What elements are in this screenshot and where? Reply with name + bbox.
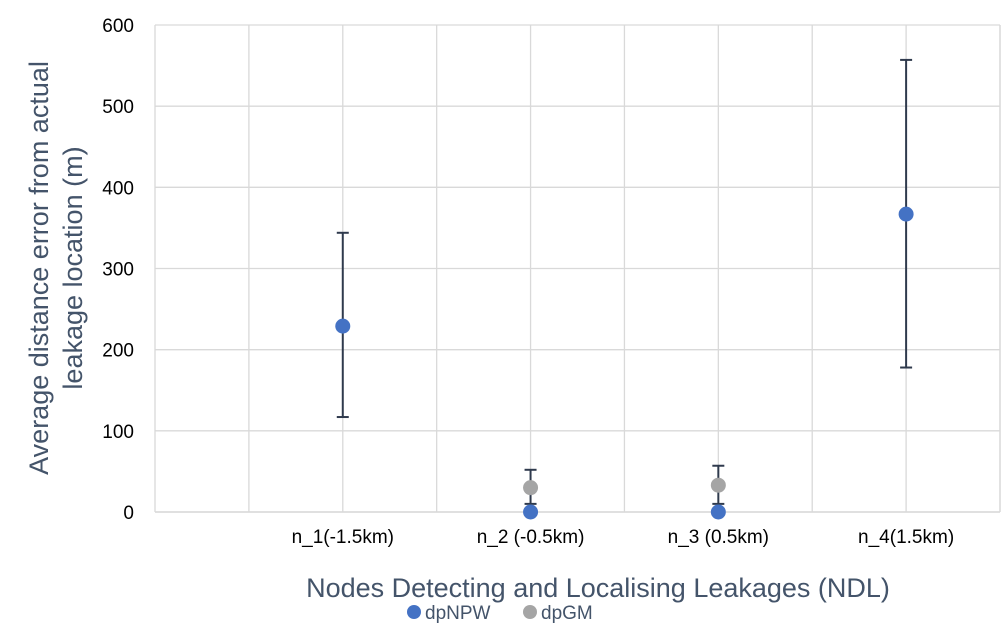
data-point-dpNPW: [898, 206, 914, 222]
y-tick-label: 200: [102, 341, 134, 362]
y-tick-labels: 0 100 200 300 400 500 600: [102, 16, 134, 524]
y-tick-label: 500: [102, 97, 134, 118]
y-tick-label: 600: [102, 16, 134, 37]
data-point-dpNPW: [523, 504, 539, 520]
data-point-dpNPW: [710, 504, 726, 520]
y-tick-label: 400: [102, 178, 134, 199]
y-tick-label: 100: [102, 422, 134, 443]
legend-marker: [407, 605, 421, 619]
data-point-dpGM: [523, 480, 539, 496]
data-points: [335, 206, 914, 520]
y-tick-label: 0: [123, 503, 134, 524]
data-point-dpGM: [710, 477, 726, 493]
x-tick-label: n_3 (0.5km): [668, 527, 769, 548]
x-tick-labels: n_1(-1.5km) n_2 (-0.5km) n_3 (0.5km) n_4(1.…: [292, 527, 955, 548]
y-axis-title: Average distance error from actual leakag…: [24, 61, 88, 475]
legend-dpNPW: dpNPW: [407, 603, 491, 624]
y-axis-title-line: Average distance error from actual: [24, 61, 54, 475]
y-axis-title-line: leakage location (m): [58, 146, 88, 389]
legend-label: dpNPW: [425, 603, 491, 624]
gridlines: [154, 24, 1001, 513]
legend-marker: [523, 605, 537, 619]
x-tick-label: n_4(1.5km): [858, 527, 954, 548]
x-tick-label: n_2 (-0.5km): [477, 527, 585, 548]
y-tick-label: 300: [102, 260, 134, 281]
legend-dpGM: dpGM: [523, 603, 593, 624]
x-tick-label: n_1(-1.5km): [292, 527, 394, 548]
data-point-dpNPW: [335, 318, 351, 334]
legend-label: dpGM: [541, 603, 593, 624]
legend: dpNPW dpGM: [407, 603, 593, 624]
x-axis-title: Nodes Detecting and Localising Leakages …: [306, 573, 890, 603]
